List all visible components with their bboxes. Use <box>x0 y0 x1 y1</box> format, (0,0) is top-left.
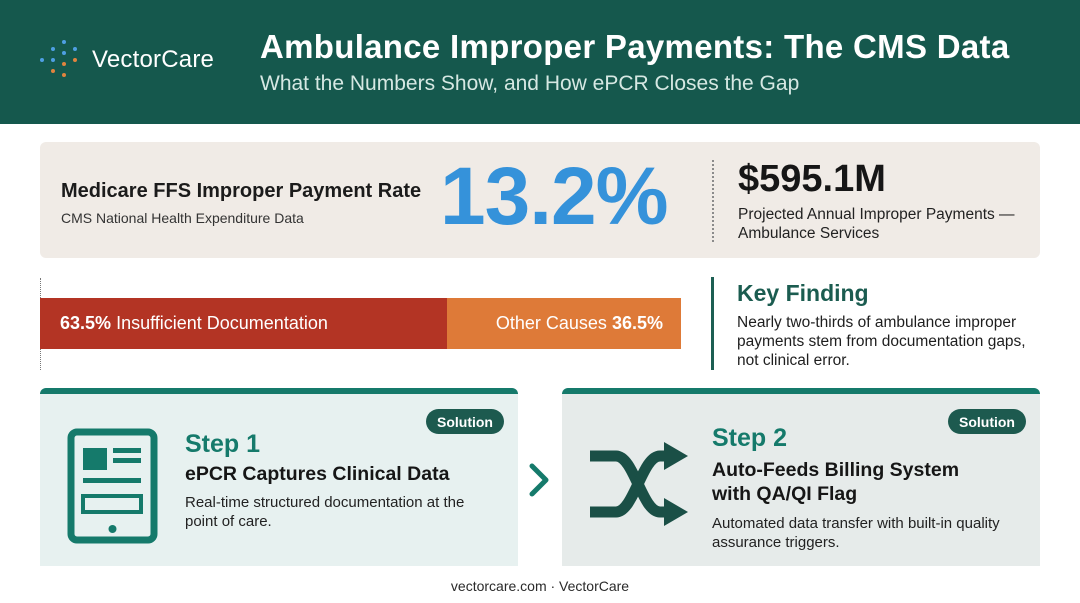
step-1-card: Solution Step 1 ePCR Captures Clinical D… <box>40 388 518 566</box>
shuffle-icon <box>590 442 688 526</box>
step-title: ePCR Captures Clinical Data <box>185 463 450 485</box>
brand-logo[interactable]: VectorCare <box>38 38 214 82</box>
step-number: Step 2 <box>712 424 788 452</box>
footer-text: vectorcare.com · VectorCare <box>450 578 630 594</box>
page-title: Ambulance Improper Payments: The CMS Dat… <box>260 28 1010 65</box>
improper-payment-stats-panel: Medicare FFS Improper Payment Rate CMS N… <box>40 142 1040 258</box>
chevron-right-icon <box>529 463 549 497</box>
step-number: Step 1 <box>185 430 261 458</box>
dot-grid-logo-icon <box>38 38 80 82</box>
improper-amount-value: $595.1M <box>738 158 886 200</box>
improper-rate-label: Medicare FFS Improper Payment Rate <box>61 180 422 202</box>
segment-other-causes: Other Causes 36.5% <box>447 298 681 349</box>
key-finding-text: Nearly two-thirds of ambulance improper … <box>737 314 1026 369</box>
segment-label: Other Causes <box>495 313 607 333</box>
key-finding-rule <box>711 277 714 370</box>
cause-breakdown-bar: 63.5% Insufficient Documentation Other C… <box>40 298 681 349</box>
improper-rate-source: CMS National Health Expenditure Data <box>61 210 304 226</box>
step-2-card: Solution Step 2 Auto-Feeds Billing Syste… <box>562 388 1040 566</box>
segment-percent: 63.5% <box>60 313 112 333</box>
solution-badge: Solution <box>948 409 1026 434</box>
solution-badge: Solution <box>426 409 504 434</box>
step-description: Real-time structured documentation at th… <box>185 494 465 530</box>
improper-amount-label: Projected Annual Improper Payments — Amb… <box>738 206 1015 242</box>
key-finding-title: Key Finding <box>737 280 869 306</box>
segment-label: Insufficient Documentation <box>116 313 328 333</box>
brand-name: VectorCare <box>92 46 215 73</box>
tablet-icon <box>67 428 158 544</box>
segment-insufficient-documentation: 63.5% Insufficient Documentation <box>40 298 448 349</box>
segment-percent: 36.5% <box>611 313 663 333</box>
improper-rate-value: 13.2% <box>440 151 669 242</box>
stat-divider <box>712 160 714 242</box>
page-subtitle: What the Numbers Show, and How ePCR Clos… <box>260 72 800 95</box>
header-banner: VectorCare Ambulance Improper Payments: … <box>0 0 1080 124</box>
step-description: Automated data transfer with built-in qu… <box>712 515 1000 551</box>
step-title: Auto-Feeds Billing System with QA/QI Fla… <box>712 459 960 505</box>
